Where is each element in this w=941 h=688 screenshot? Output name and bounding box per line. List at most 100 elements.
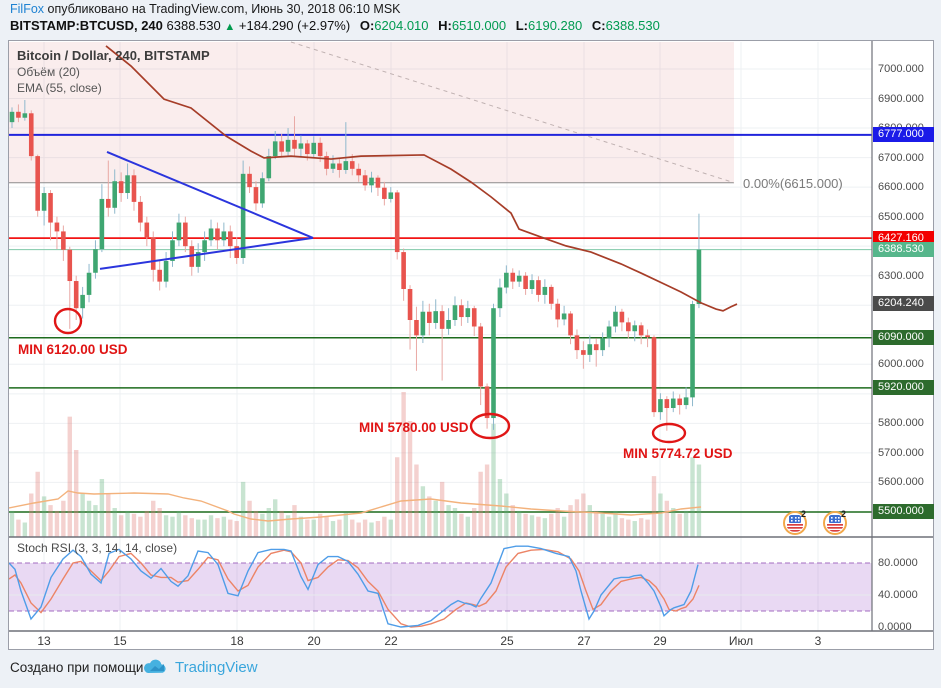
volume-bar — [29, 493, 34, 537]
annotation-min-6120[interactable]: MIN 6120.00 USD — [18, 342, 128, 357]
candle-body — [106, 198, 111, 208]
candle-body — [279, 141, 284, 152]
candle-body — [349, 161, 355, 169]
volume-bar — [279, 510, 284, 537]
candle-body — [22, 113, 28, 118]
candle-body — [305, 143, 310, 155]
price-level-label: 6090.000 — [873, 330, 934, 346]
author-link[interactable]: FilFox — [10, 2, 45, 16]
candle-body — [311, 142, 317, 155]
candle-body — [581, 350, 586, 355]
candle-body — [272, 141, 278, 157]
volume-bar — [606, 516, 612, 537]
candle-body — [80, 294, 85, 309]
byline-text: опубликовано на TradingView.com, Июнь 30… — [44, 2, 401, 16]
volume-bar — [189, 518, 194, 537]
volume-bar — [22, 522, 28, 537]
open-label: O: — [359, 18, 375, 33]
legend-ema[interactable]: EMA (55, close) — [17, 81, 102, 95]
candle-body — [433, 311, 439, 323]
annotation-min-5774[interactable]: MIN 5774.72 USD — [623, 446, 733, 461]
annotation-min-5780[interactable]: MIN 5780.00 USD — [359, 420, 469, 435]
candle-body — [298, 143, 304, 149]
footer-credit-text: Создано при помощи — [10, 660, 144, 675]
candle-body — [266, 156, 272, 179]
volume-bar — [324, 516, 329, 537]
idea-badge[interactable]: 2 — [783, 509, 807, 535]
candle-body — [118, 181, 124, 194]
volume-bar — [285, 515, 291, 537]
candle-body — [150, 237, 156, 270]
candle-body — [86, 272, 92, 295]
volume-bar — [516, 510, 522, 537]
candle-body — [696, 249, 702, 305]
tradingview-brand-link[interactable]: TradingView — [175, 659, 258, 676]
price-tick-label: 5600.000 — [878, 476, 924, 489]
volume-bar — [690, 457, 695, 537]
candle-body — [362, 175, 368, 186]
low-label: L: — [515, 18, 528, 33]
last-price: 6388.530 — [166, 18, 221, 33]
volume-bar — [452, 508, 458, 537]
candle-body — [677, 398, 682, 406]
candle-body — [253, 187, 259, 204]
time-tick-label: 27 — [577, 634, 591, 648]
volume-bar — [61, 500, 66, 537]
volume-bar — [215, 518, 220, 537]
stoch-d-line — [9, 548, 700, 628]
candle-body — [394, 192, 400, 253]
volume-bar — [343, 512, 349, 537]
volume-bar — [317, 513, 323, 537]
volume-bar — [414, 464, 419, 537]
candle-body — [208, 228, 214, 241]
candle-body — [382, 187, 387, 199]
candle-body — [67, 249, 73, 282]
volume-bar — [67, 416, 72, 537]
volume-bar — [497, 479, 503, 537]
legend-volume[interactable]: Объём (20) — [17, 65, 80, 79]
candle-body — [144, 222, 150, 238]
volume-bar — [99, 479, 105, 537]
stoch-rsi-legend[interactable]: Stoch RSI (3, 3, 14, 14, close) — [17, 541, 178, 555]
volume-bar — [549, 513, 554, 537]
time-tick-label: 18 — [230, 634, 244, 648]
candle-body — [369, 177, 374, 186]
candle-body — [414, 320, 419, 336]
volume-bar — [157, 508, 162, 537]
legend-symbol[interactable]: Bitcoin / Dollar, 240, BITSTAMP — [17, 48, 210, 63]
candle-body — [651, 337, 657, 413]
volume-bar — [491, 423, 496, 537]
volume-bar — [273, 499, 278, 537]
close-label: C: — [591, 18, 606, 33]
volume-bar — [613, 510, 618, 537]
candle-body — [420, 311, 426, 336]
volume-bar — [664, 500, 670, 537]
volume-bar — [125, 510, 130, 537]
volume-bar — [93, 505, 98, 537]
candle-body — [664, 399, 670, 409]
volume-bar — [9, 510, 15, 537]
volume-bar — [542, 518, 548, 537]
volume-bar — [35, 471, 40, 537]
candle-body — [317, 142, 323, 157]
idea-badge[interactable]: 2 — [823, 509, 847, 535]
candle-body — [176, 222, 182, 241]
price-level-label: 6204.240 — [873, 296, 934, 312]
candle-body — [542, 286, 548, 295]
candle-body — [593, 344, 599, 351]
candle-body — [561, 313, 567, 320]
volume-bar — [375, 521, 381, 537]
tradingview-logo-icon[interactable] — [143, 658, 169, 676]
candle-body — [163, 260, 169, 282]
volume-bar — [74, 450, 79, 537]
volume-bar — [202, 519, 207, 537]
stoch-tick-label: 0.0000 — [878, 621, 912, 633]
stoch-band — [9, 563, 872, 611]
volume-bar — [253, 510, 259, 537]
candle-body — [28, 113, 34, 157]
fib-retracement-label[interactable]: 0.00%(6615.000) — [743, 176, 843, 191]
volume-bar — [529, 515, 535, 537]
candle-body — [683, 397, 689, 406]
